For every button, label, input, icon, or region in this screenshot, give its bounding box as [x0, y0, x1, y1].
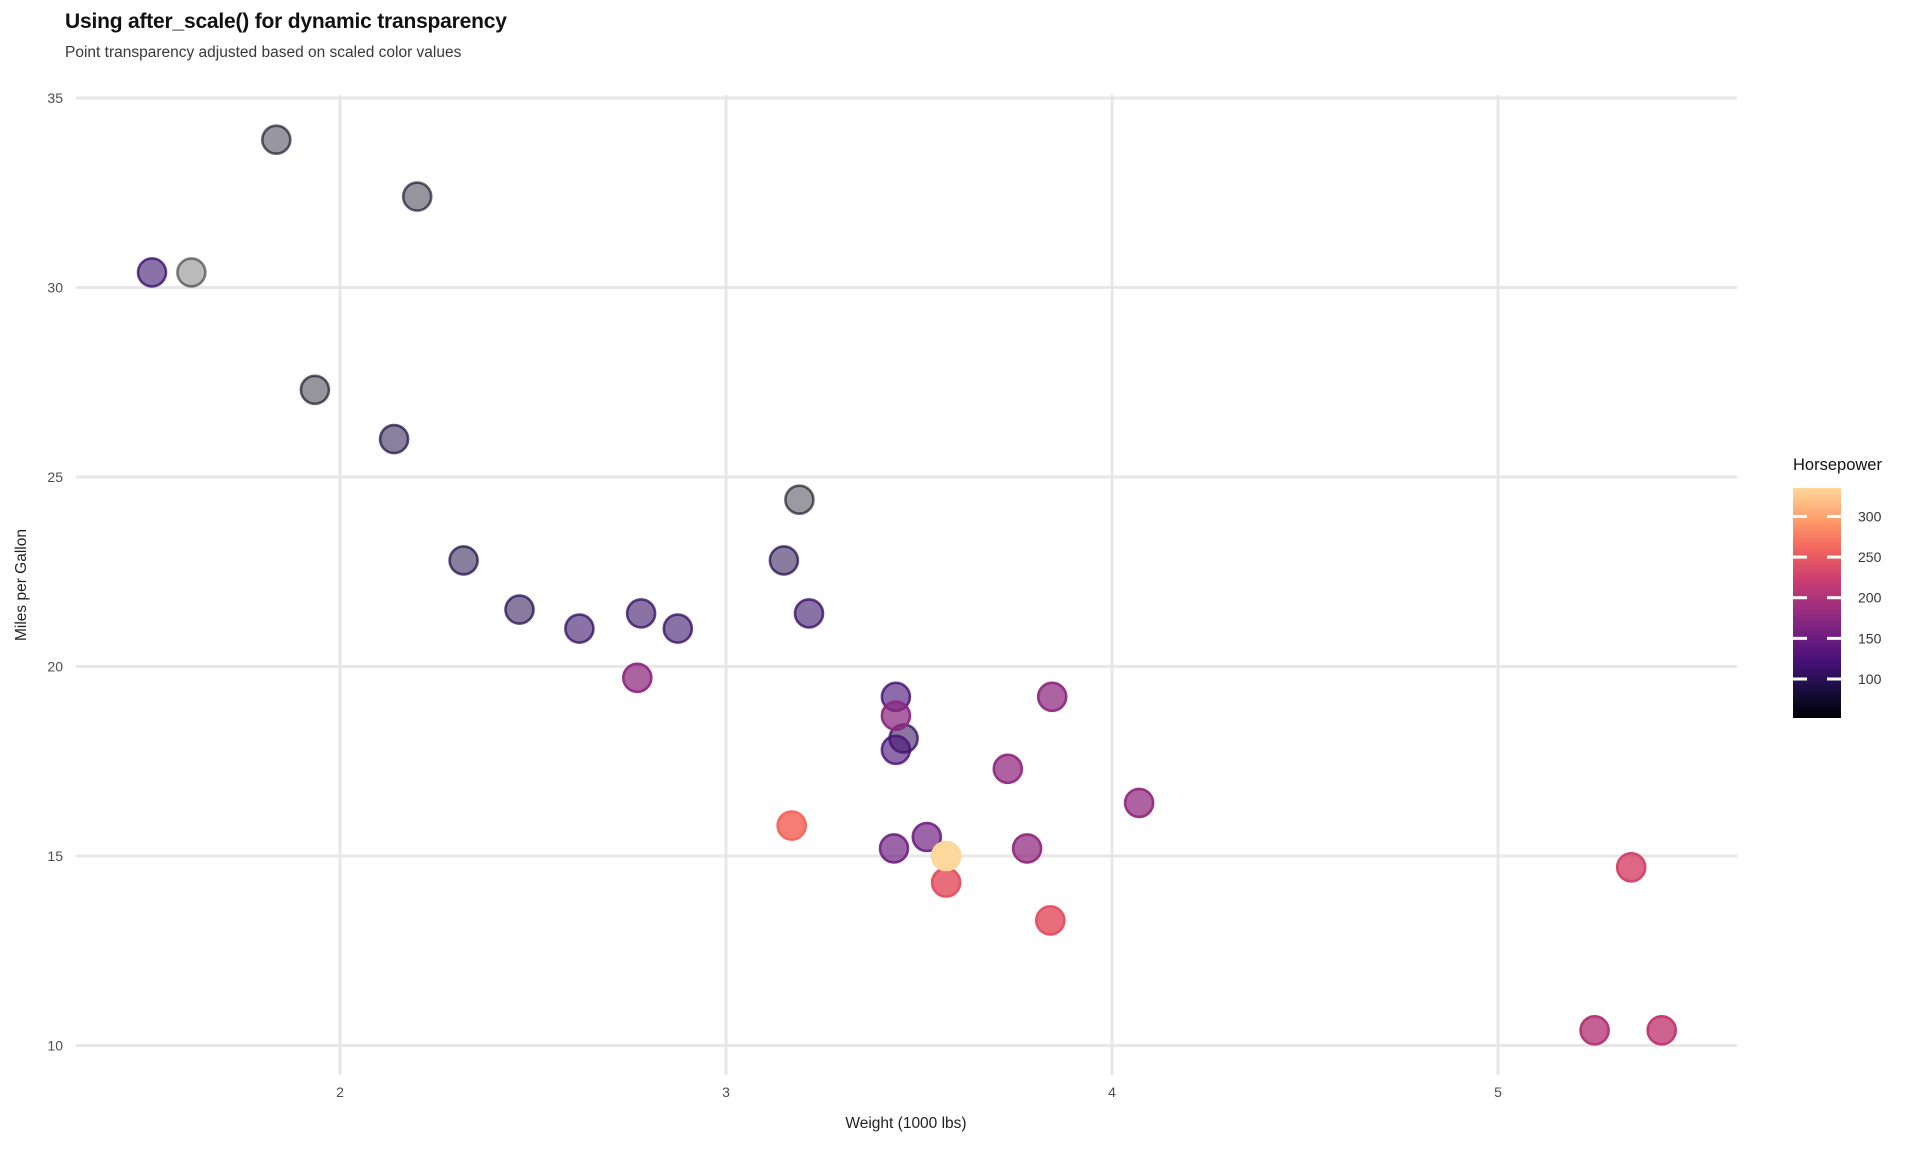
y-tick-label: 10 — [47, 1037, 63, 1053]
y-tick-label: 25 — [47, 469, 63, 485]
data-point — [1011, 833, 1043, 864]
data-point — [625, 598, 657, 629]
gridlines — [76, 95, 1737, 1075]
data-point — [776, 810, 808, 841]
data-point — [1123, 787, 1155, 819]
data-point — [299, 374, 331, 406]
legend-tick-label: 100 — [1858, 671, 1882, 687]
x-tick-label: 4 — [1108, 1084, 1116, 1100]
data-point — [768, 545, 800, 576]
data-point — [662, 613, 694, 644]
legend-gradient-bar — [1793, 488, 1841, 718]
x-axis-title: Weight (1000 lbs) — [845, 1115, 966, 1132]
data-point — [260, 124, 292, 155]
points-layer — [136, 124, 1677, 1046]
y-axis-title: Miles per Gallon — [13, 529, 30, 641]
data-point — [1579, 1015, 1610, 1046]
legend-tick-label: 200 — [1858, 590, 1882, 606]
data-point — [448, 545, 479, 576]
data-point — [878, 833, 910, 864]
data-point — [1035, 905, 1066, 936]
data-point — [930, 867, 962, 898]
data-point — [504, 594, 535, 625]
data-point — [378, 423, 410, 455]
data-point — [992, 753, 1024, 785]
data-point — [880, 734, 912, 766]
legend-tick-label: 300 — [1858, 508, 1882, 524]
data-point — [621, 662, 653, 694]
data-point — [911, 821, 943, 853]
data-point — [1646, 1015, 1677, 1046]
data-point — [880, 700, 912, 732]
legend-tick-label: 250 — [1858, 549, 1882, 565]
x-tick-label: 2 — [336, 1084, 344, 1100]
x-tick-label: 5 — [1494, 1084, 1502, 1100]
x-tick-label: 3 — [722, 1084, 730, 1100]
legend: Horsepower 100 150 200 250 300 — [1793, 456, 1882, 718]
y-tick-label: 35 — [47, 90, 63, 106]
data-point — [176, 257, 207, 288]
y-tick-label: 20 — [47, 658, 63, 674]
data-point — [1036, 681, 1068, 713]
data-point — [564, 613, 595, 644]
y-tick-label: 15 — [47, 848, 63, 864]
data-point — [1615, 851, 1647, 883]
chart-subtitle: Point transparency adjusted based on sca… — [65, 44, 462, 61]
y-tick-label: 30 — [47, 280, 63, 296]
y-tick-labels: 10 15 20 25 30 35 — [47, 90, 63, 1053]
data-point — [793, 598, 825, 629]
legend-ticks: 100 150 200 250 300 — [1793, 508, 1882, 687]
legend-title: Horsepower — [1793, 456, 1882, 474]
data-point — [401, 181, 433, 212]
chart-title: Using after_scale() for dynamic transpar… — [65, 10, 507, 33]
legend-tick-label: 150 — [1858, 630, 1882, 646]
data-point — [136, 257, 168, 288]
x-tick-labels: 2 3 4 5 — [336, 1084, 1502, 1100]
data-point — [784, 484, 815, 516]
data-point — [930, 840, 962, 872]
